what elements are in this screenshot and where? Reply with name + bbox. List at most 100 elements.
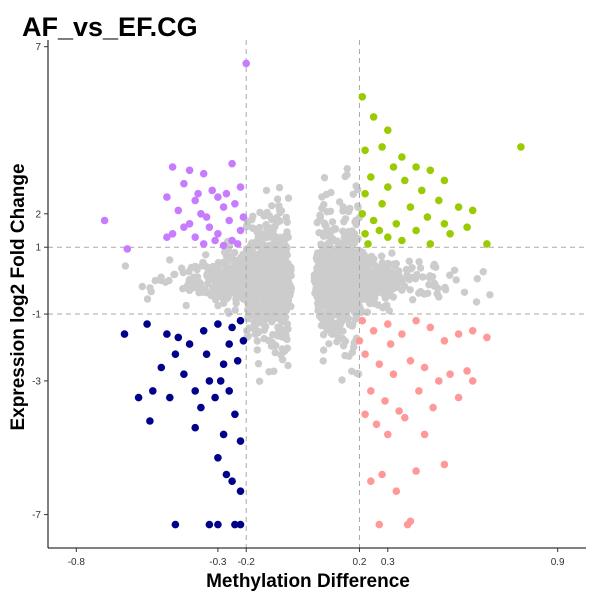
- point-hyper-down: [369, 327, 378, 335]
- background-point: [211, 296, 220, 304]
- background-point: [345, 321, 354, 329]
- significant-points: [100, 59, 525, 529]
- background-point: [239, 290, 247, 298]
- point-hyper-down: [367, 387, 375, 395]
- point-hypo-down: [236, 437, 245, 445]
- background-point: [320, 174, 329, 182]
- background-point: [357, 268, 366, 277]
- point-hypo-down: [171, 350, 180, 359]
- point-hypo-up: [242, 59, 250, 68]
- point-hyper-up: [378, 200, 386, 208]
- background-point: [266, 296, 274, 304]
- point-hypo-up: [197, 210, 205, 218]
- background-point: [319, 331, 328, 339]
- background-point: [273, 213, 281, 222]
- background-point: [284, 278, 293, 286]
- background-point: [341, 239, 349, 247]
- background-point: [275, 183, 284, 192]
- background-point: [281, 333, 289, 342]
- background-point: [352, 303, 360, 311]
- point-hyper-down: [358, 316, 367, 325]
- background-point: [335, 198, 344, 206]
- background-point: [342, 315, 350, 323]
- background-point: [342, 289, 351, 298]
- point-hyper-up: [435, 196, 443, 205]
- background-point: [179, 268, 187, 277]
- point-hyper-up: [440, 220, 449, 228]
- point-hyper-up: [468, 206, 477, 215]
- background-point: [232, 294, 240, 302]
- background-point: [250, 266, 258, 275]
- point-hyper-down: [435, 377, 443, 385]
- y-tick-label: -7: [32, 510, 41, 521]
- background-point: [202, 251, 210, 259]
- background-point: [171, 270, 179, 279]
- background-point: [417, 287, 425, 296]
- background-point: [255, 377, 264, 385]
- background-point: [388, 276, 396, 284]
- point-hyper-up: [384, 233, 392, 241]
- background-point: [327, 228, 335, 236]
- axes: -0.8 -0.3 -0.2 0.2 0.3 0.9 -7 -3 -1 1 2 7: [32, 40, 586, 568]
- point-hypo-down: [205, 377, 214, 385]
- background-point: [366, 290, 374, 299]
- background-point: [259, 299, 268, 307]
- background-point: [409, 296, 417, 304]
- point-hypo-up: [199, 169, 208, 178]
- background-point: [319, 346, 328, 354]
- background-point: [328, 218, 337, 226]
- point-hyper-up: [389, 163, 398, 171]
- background-point: [239, 250, 247, 259]
- point-hyper-up: [398, 153, 406, 161]
- background-point: [379, 304, 387, 312]
- point-hypo-up: [168, 163, 177, 171]
- point-hypo-up: [211, 236, 219, 245]
- background-point: [369, 261, 377, 269]
- point-hyper-down: [378, 470, 386, 479]
- background-point: [341, 337, 350, 345]
- background-point: [281, 241, 290, 250]
- y-tick-label: 1: [35, 243, 41, 254]
- point-hyper-down: [420, 363, 429, 372]
- background-point: [319, 357, 327, 365]
- background-point: [431, 281, 439, 289]
- point-hyper-down: [406, 357, 415, 365]
- background-point: [315, 312, 324, 320]
- point-hypo-down: [143, 320, 151, 328]
- background-point: [408, 264, 416, 272]
- x-tick-label: -0.2: [238, 557, 256, 568]
- point-hypo-down: [205, 520, 214, 529]
- background-point: [349, 190, 357, 198]
- point-hypo-down: [134, 393, 143, 402]
- point-hyper-down: [398, 330, 406, 338]
- background-point: [274, 323, 282, 331]
- point-hypo-down: [216, 377, 225, 385]
- background-point: [272, 278, 280, 286]
- background-point: [260, 326, 268, 334]
- background-point: [262, 186, 271, 195]
- background-point: [283, 344, 292, 352]
- background-point: [266, 281, 274, 289]
- point-hyper-down: [446, 370, 454, 379]
- background-point: [333, 331, 342, 339]
- point-hyper-down: [372, 420, 381, 429]
- background-point: [382, 283, 391, 291]
- background-point: [248, 292, 257, 300]
- background-point: [254, 360, 263, 368]
- point-hypo-down: [236, 520, 245, 529]
- background-point: [257, 236, 265, 244]
- point-hypo-up: [202, 213, 211, 221]
- point-hyper-up: [361, 189, 369, 198]
- background-point: [284, 194, 293, 202]
- point-hypo-down: [146, 417, 154, 425]
- background-point: [224, 279, 233, 288]
- point-hyper-down: [395, 407, 403, 415]
- background-point: [317, 290, 325, 298]
- point-hyper-down: [426, 323, 435, 332]
- background-point: [359, 295, 367, 303]
- background-point: [354, 235, 362, 243]
- point-hyper-up: [454, 203, 463, 211]
- background-point: [214, 274, 222, 282]
- point-hyper-up: [463, 223, 471, 231]
- background-points: [121, 165, 494, 385]
